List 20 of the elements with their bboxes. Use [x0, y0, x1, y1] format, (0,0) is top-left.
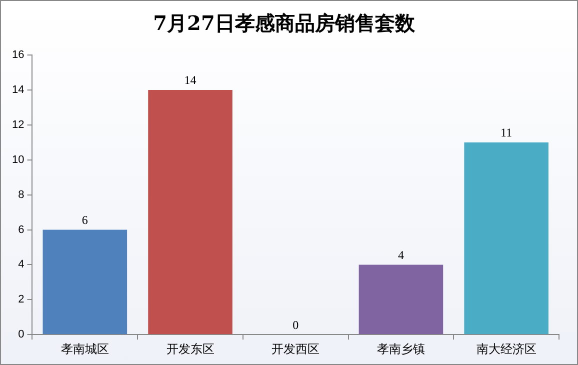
y-tick-label: 2: [18, 294, 24, 306]
x-tick-label: 孝南城区: [60, 342, 109, 356]
data-label: 14: [184, 73, 196, 88]
data-label: 11: [500, 126, 512, 140]
y-tick-label: 14: [12, 84, 24, 96]
x-tick-label: 孝南乡镇: [376, 342, 425, 356]
data-label: 6: [82, 212, 88, 227]
y-tick-label: 12: [12, 118, 24, 131]
y-tick-label: 4: [18, 258, 24, 271]
y-tick-label: 10: [12, 154, 24, 166]
chart-title: 7月27日孝感商品房销售套数: [153, 11, 416, 36]
data-label: 4: [398, 248, 404, 262]
y-tick-label: 0: [18, 328, 24, 341]
y-tick-label: 6: [18, 224, 24, 236]
y-tick-label: 8: [18, 188, 24, 201]
data-label: 0: [292, 318, 299, 332]
y-tick-label: 16: [12, 49, 24, 62]
x-tick-label: 开发西区: [272, 342, 320, 356]
x-tick-label: 南大经济区: [476, 342, 536, 356]
x-tick-label: 开发东区: [166, 342, 214, 356]
